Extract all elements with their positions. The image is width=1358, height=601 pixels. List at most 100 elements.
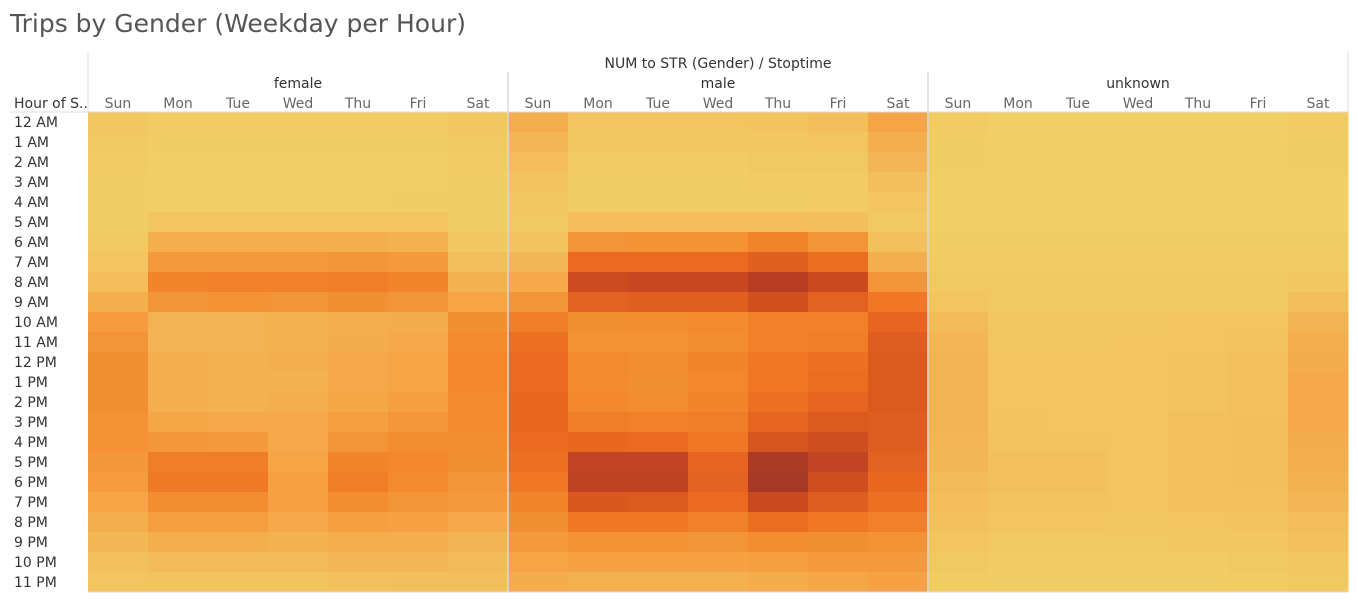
heatmap-cell[interactable] <box>928 512 989 533</box>
heatmap-cell[interactable] <box>868 552 929 573</box>
heatmap-cell[interactable] <box>928 472 989 493</box>
heatmap-cell[interactable] <box>448 512 509 533</box>
heatmap-cell[interactable] <box>568 492 629 513</box>
heatmap-cell[interactable] <box>868 192 929 213</box>
heatmap-cell[interactable] <box>568 512 629 533</box>
heatmap-cell[interactable] <box>328 272 389 293</box>
heatmap-cell[interactable] <box>808 372 869 393</box>
heatmap-cell[interactable] <box>628 432 689 453</box>
heatmap-cell[interactable] <box>748 532 809 553</box>
heatmap-cell[interactable] <box>1288 492 1349 513</box>
heatmap-cell[interactable] <box>88 572 149 593</box>
heatmap-cell[interactable] <box>1228 372 1289 393</box>
heatmap-cell[interactable] <box>448 552 509 573</box>
heatmap-cell[interactable] <box>388 252 449 273</box>
heatmap-cell[interactable] <box>628 392 689 413</box>
heatmap-cell[interactable] <box>1228 252 1289 273</box>
heatmap-cell[interactable] <box>328 132 389 153</box>
heatmap-cell[interactable] <box>1288 472 1349 493</box>
heatmap-cell[interactable] <box>688 572 749 593</box>
heatmap-cell[interactable] <box>388 212 449 233</box>
heatmap-cell[interactable] <box>1108 472 1169 493</box>
heatmap-cell[interactable] <box>808 432 869 453</box>
heatmap-cell[interactable] <box>1108 212 1169 233</box>
heatmap-cell[interactable] <box>1048 392 1109 413</box>
heatmap-cell[interactable] <box>868 432 929 453</box>
heatmap-cell[interactable] <box>688 132 749 153</box>
heatmap-cell[interactable] <box>988 392 1049 413</box>
heatmap-cell[interactable] <box>88 352 149 373</box>
heatmap-cell[interactable] <box>868 272 929 293</box>
heatmap-cell[interactable] <box>448 432 509 453</box>
heatmap-cell[interactable] <box>268 472 329 493</box>
heatmap-cell[interactable] <box>988 512 1049 533</box>
heatmap-cell[interactable] <box>148 392 209 413</box>
heatmap-cell[interactable] <box>868 312 929 333</box>
heatmap-cell[interactable] <box>1288 312 1349 333</box>
heatmap-cell[interactable] <box>508 492 569 513</box>
heatmap-cell[interactable] <box>628 572 689 593</box>
heatmap-cell[interactable] <box>208 252 269 273</box>
heatmap-cell[interactable] <box>1288 172 1349 193</box>
heatmap-cell[interactable] <box>748 212 809 233</box>
heatmap-cell[interactable] <box>1108 572 1169 593</box>
heatmap-cell[interactable] <box>208 152 269 173</box>
heatmap-cell[interactable] <box>988 572 1049 593</box>
heatmap-cell[interactable] <box>928 292 989 313</box>
heatmap-cell[interactable] <box>88 532 149 553</box>
heatmap-cell[interactable] <box>508 272 569 293</box>
heatmap-cell[interactable] <box>688 492 749 513</box>
heatmap-cell[interactable] <box>928 272 989 293</box>
heatmap-cell[interactable] <box>1228 292 1289 313</box>
heatmap-cell[interactable] <box>1288 112 1349 133</box>
heatmap-cell[interactable] <box>628 312 689 333</box>
heatmap-cell[interactable] <box>688 452 749 473</box>
heatmap-cell[interactable] <box>1108 492 1169 513</box>
heatmap-cell[interactable] <box>208 132 269 153</box>
heatmap-cell[interactable] <box>568 332 629 353</box>
heatmap-cell[interactable] <box>388 352 449 373</box>
heatmap-cell[interactable] <box>88 132 149 153</box>
heatmap-cell[interactable] <box>868 412 929 433</box>
heatmap-cell[interactable] <box>1108 372 1169 393</box>
heatmap-cell[interactable] <box>448 492 509 513</box>
heatmap-cell[interactable] <box>1228 532 1289 553</box>
heatmap-cell[interactable] <box>868 212 929 233</box>
heatmap-cell[interactable] <box>208 192 269 213</box>
heatmap-cell[interactable] <box>508 452 569 473</box>
heatmap-cell[interactable] <box>928 212 989 233</box>
heatmap-cell[interactable] <box>808 132 869 153</box>
heatmap-cell[interactable] <box>148 472 209 493</box>
heatmap-cell[interactable] <box>568 212 629 233</box>
heatmap-cell[interactable] <box>688 332 749 353</box>
heatmap-cell[interactable] <box>988 192 1049 213</box>
heatmap-cell[interactable] <box>808 492 869 513</box>
heatmap-cell[interactable] <box>928 132 989 153</box>
heatmap-cell[interactable] <box>988 212 1049 233</box>
heatmap-cell[interactable] <box>628 552 689 573</box>
heatmap-cell[interactable] <box>268 572 329 593</box>
heatmap-cell[interactable] <box>748 352 809 373</box>
heatmap-cell[interactable] <box>868 392 929 413</box>
heatmap-cell[interactable] <box>1108 112 1169 133</box>
heatmap-cell[interactable] <box>868 492 929 513</box>
heatmap-cell[interactable] <box>208 452 269 473</box>
heatmap-cell[interactable] <box>328 472 389 493</box>
heatmap-cell[interactable] <box>88 312 149 333</box>
heatmap-cell[interactable] <box>748 152 809 173</box>
heatmap-cell[interactable] <box>268 232 329 253</box>
heatmap-cell[interactable] <box>448 252 509 273</box>
heatmap-cell[interactable] <box>568 292 629 313</box>
heatmap-cell[interactable] <box>988 152 1049 173</box>
heatmap-cell[interactable] <box>628 412 689 433</box>
heatmap-cell[interactable] <box>388 552 449 573</box>
heatmap-cell[interactable] <box>568 252 629 273</box>
heatmap-cell[interactable] <box>448 212 509 233</box>
heatmap-cell[interactable] <box>148 232 209 253</box>
heatmap-cell[interactable] <box>148 432 209 453</box>
heatmap-cell[interactable] <box>88 552 149 573</box>
heatmap-cell[interactable] <box>328 332 389 353</box>
heatmap-cell[interactable] <box>748 572 809 593</box>
heatmap-cell[interactable] <box>268 532 329 553</box>
heatmap-cell[interactable] <box>748 432 809 453</box>
